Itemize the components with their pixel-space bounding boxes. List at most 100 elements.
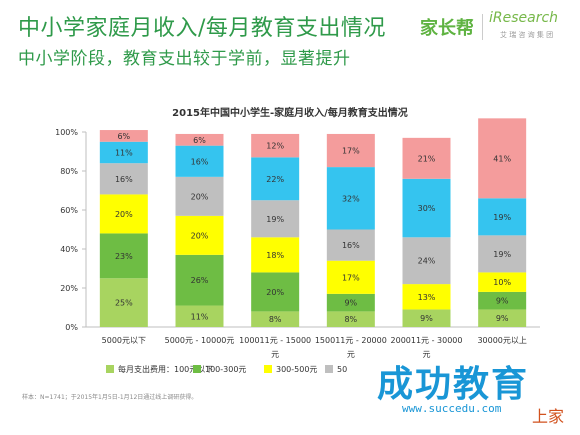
- bar-segment: [251, 311, 300, 327]
- chart-title: 2015年中国中小学生-家庭月收入/每月教育支出情况: [172, 108, 408, 119]
- bar-segment: [175, 254, 224, 306]
- bar-segment: [326, 260, 375, 294]
- data-label: 8%: [269, 315, 282, 324]
- data-label: 16%: [191, 157, 209, 166]
- data-label: 21%: [418, 154, 436, 163]
- iresearch-logo-subtext: 艾 瑞 咨 询 集 团: [500, 31, 554, 39]
- data-label: 9%: [496, 314, 509, 323]
- bar-segment: [478, 198, 527, 236]
- bar-segment: [478, 309, 527, 327]
- data-label: 6%: [117, 132, 130, 141]
- data-label: 32%: [342, 194, 360, 203]
- bar-segment: [478, 235, 527, 273]
- data-label: 20%: [115, 210, 133, 219]
- y-tick-label: 80%: [60, 167, 78, 176]
- bar-segment: [326, 293, 375, 312]
- bar-segment: [402, 137, 451, 179]
- bar-segment: [478, 118, 527, 199]
- x-tick-label: 150011元 - 20000: [315, 336, 387, 345]
- page-number: 13: [548, 396, 559, 405]
- y-tick-label: 60%: [60, 206, 78, 215]
- bar-segment: [99, 130, 148, 142]
- bar-segment: [326, 133, 375, 168]
- legend-swatch: [264, 365, 272, 373]
- data-label: 19%: [493, 213, 511, 222]
- data-label: 20%: [191, 231, 209, 240]
- data-label: 41%: [493, 154, 511, 163]
- bar-segment: [326, 311, 375, 327]
- data-label: 17%: [342, 147, 360, 156]
- y-tick-label: 100%: [55, 128, 78, 137]
- data-label: 11%: [191, 312, 209, 321]
- bar-segment: [175, 145, 224, 177]
- data-label: 16%: [342, 241, 360, 250]
- bar-segment: [99, 233, 148, 279]
- legend-swatch: [193, 365, 201, 373]
- bar-segment: [251, 157, 300, 201]
- bar-segment: [402, 237, 451, 285]
- x-tick-label: 元: [271, 350, 279, 359]
- data-label: 6%: [193, 136, 206, 145]
- bar-segment: [402, 284, 451, 310]
- watermark-url: www.succedu.com: [402, 402, 502, 415]
- x-tick-label: 5000元 - 10000元: [165, 336, 235, 345]
- watermark-text: 成功教育: [377, 364, 530, 405]
- legend-swatch: [325, 365, 333, 373]
- bar-segment: [478, 272, 527, 292]
- data-label: 10%: [493, 278, 511, 287]
- data-label: 24%: [418, 257, 436, 266]
- data-label: 23%: [115, 252, 133, 261]
- x-tick-label: 200011元 - 30000: [391, 336, 463, 345]
- legend-swatch: [106, 365, 114, 373]
- data-label: 17%: [342, 273, 360, 282]
- bar-segment: [251, 237, 300, 273]
- page-title: 中小学家庭月收入/每月教育支出情况: [18, 16, 386, 41]
- bar-segment: [175, 215, 224, 255]
- data-label: 26%: [191, 276, 209, 285]
- data-label: 30%: [418, 204, 436, 213]
- data-label: 8%: [344, 315, 357, 324]
- data-label: 13%: [418, 293, 436, 302]
- x-tick-label: 30000元以上: [477, 336, 526, 345]
- data-label: 20%: [266, 288, 284, 297]
- page-subtitle: 中小学阶段，教育支出较于学前，显著提升: [18, 49, 351, 69]
- iresearch-logo: iResearch: [489, 10, 559, 26]
- bar-segment: [175, 176, 224, 216]
- logo-divider: [482, 14, 483, 40]
- x-tick-label: 元: [347, 350, 355, 359]
- data-label: 25%: [115, 299, 133, 308]
- bar-segment: [99, 194, 148, 234]
- x-tick-label: 5000元以下: [102, 336, 146, 345]
- legend-label: 每月支出费用：100元以下: [118, 364, 213, 374]
- x-tick-label: 元: [423, 350, 431, 359]
- legend-label: 300-500元: [276, 365, 317, 374]
- bar-segment: [326, 167, 375, 230]
- data-label: 9%: [496, 297, 509, 306]
- bar-segment: [99, 278, 148, 327]
- bar-segment: [478, 291, 527, 310]
- watermark-corner-text: 上家: [532, 407, 565, 426]
- bar-segment: [251, 133, 300, 158]
- bar-segment: [175, 133, 224, 146]
- footnote: 样本：N=1741；于2015年1月5日-1月12日通过线上调研获得。: [22, 394, 198, 401]
- bar-segment: [402, 309, 451, 327]
- bar-segment: [99, 141, 148, 164]
- data-label: 12%: [266, 142, 284, 151]
- bar-segment: [99, 163, 148, 195]
- y-tick-label: 40%: [60, 245, 78, 254]
- data-label: 20%: [191, 192, 209, 201]
- data-label: 19%: [266, 215, 284, 224]
- jiazhangbang-logo: 家长帮: [420, 18, 474, 39]
- data-label: 22%: [266, 175, 284, 184]
- legend-label: 100-300元: [205, 365, 246, 374]
- bar-segment: [326, 229, 375, 261]
- data-label: 9%: [344, 299, 357, 308]
- data-label: 18%: [266, 251, 284, 260]
- y-tick-label: 0%: [65, 323, 78, 332]
- bar-segment: [251, 272, 300, 312]
- data-label: 16%: [115, 175, 133, 184]
- data-label: 9%: [420, 314, 433, 323]
- x-tick-label: 100011元 - 15000: [239, 336, 311, 345]
- bar-segment: [175, 305, 224, 327]
